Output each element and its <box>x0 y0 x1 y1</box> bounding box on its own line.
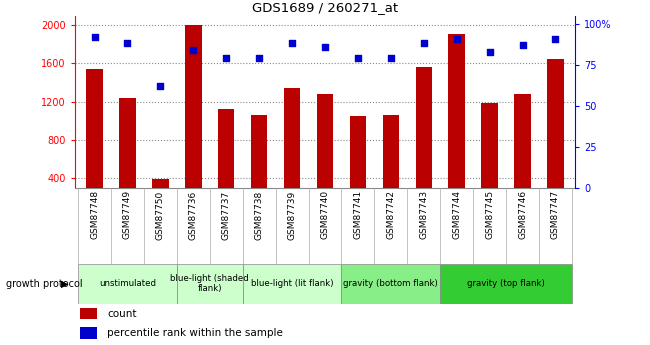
Point <box>188 47 198 53</box>
Bar <box>251 115 267 188</box>
Bar <box>218 109 235 188</box>
Bar <box>350 116 366 188</box>
Point <box>353 56 363 61</box>
Bar <box>448 34 465 188</box>
Text: GSM87749: GSM87749 <box>123 190 132 239</box>
Bar <box>284 88 300 188</box>
Point <box>419 41 429 46</box>
Bar <box>177 264 242 304</box>
Text: GSM87737: GSM87737 <box>222 190 231 239</box>
Text: gravity (bottom flank): gravity (bottom flank) <box>343 279 438 288</box>
Text: unstimulated: unstimulated <box>99 279 156 288</box>
Point <box>155 83 166 89</box>
Point <box>517 42 528 48</box>
Point <box>89 34 99 40</box>
Text: GSM87742: GSM87742 <box>386 190 395 239</box>
Point <box>287 41 297 46</box>
Title: GDS1689 / 260271_at: GDS1689 / 260271_at <box>252 1 398 14</box>
Bar <box>482 103 498 188</box>
Text: GSM87744: GSM87744 <box>452 190 462 239</box>
Text: GSM87745: GSM87745 <box>485 190 494 239</box>
Bar <box>80 327 98 339</box>
Point <box>452 36 462 41</box>
Text: ▶: ▶ <box>60 279 68 289</box>
Text: GSM87741: GSM87741 <box>354 190 363 239</box>
Text: gravity (top flank): gravity (top flank) <box>467 279 545 288</box>
Bar <box>80 308 98 319</box>
Bar <box>242 264 341 304</box>
Point <box>484 49 495 55</box>
Text: GSM87738: GSM87738 <box>255 190 264 239</box>
Text: GSM87748: GSM87748 <box>90 190 99 239</box>
Bar <box>341 264 440 304</box>
Bar <box>86 69 103 188</box>
Text: GSM87743: GSM87743 <box>419 190 428 239</box>
Bar <box>119 98 136 188</box>
Text: GSM87746: GSM87746 <box>518 190 527 239</box>
Text: count: count <box>107 308 136 318</box>
Bar <box>152 179 168 188</box>
Text: blue-light (lit flank): blue-light (lit flank) <box>251 279 333 288</box>
Text: GSM87736: GSM87736 <box>188 190 198 239</box>
Bar <box>78 264 177 304</box>
Bar <box>383 115 399 188</box>
Bar <box>415 67 432 188</box>
Point <box>320 44 330 49</box>
Text: GSM87750: GSM87750 <box>156 190 165 239</box>
Text: blue-light (shaded
flank): blue-light (shaded flank) <box>170 274 249 294</box>
Text: GSM87739: GSM87739 <box>287 190 296 239</box>
Text: growth protocol: growth protocol <box>6 279 83 289</box>
Point <box>385 56 396 61</box>
Text: percentile rank within the sample: percentile rank within the sample <box>107 328 283 338</box>
Bar <box>185 25 202 188</box>
Text: GSM87747: GSM87747 <box>551 190 560 239</box>
Bar <box>547 59 564 188</box>
Bar <box>440 264 572 304</box>
Bar <box>317 94 333 188</box>
Text: GSM87740: GSM87740 <box>320 190 330 239</box>
Point <box>122 41 133 46</box>
Point <box>551 36 561 41</box>
Bar <box>514 94 531 188</box>
Point <box>221 56 231 61</box>
Point <box>254 56 265 61</box>
